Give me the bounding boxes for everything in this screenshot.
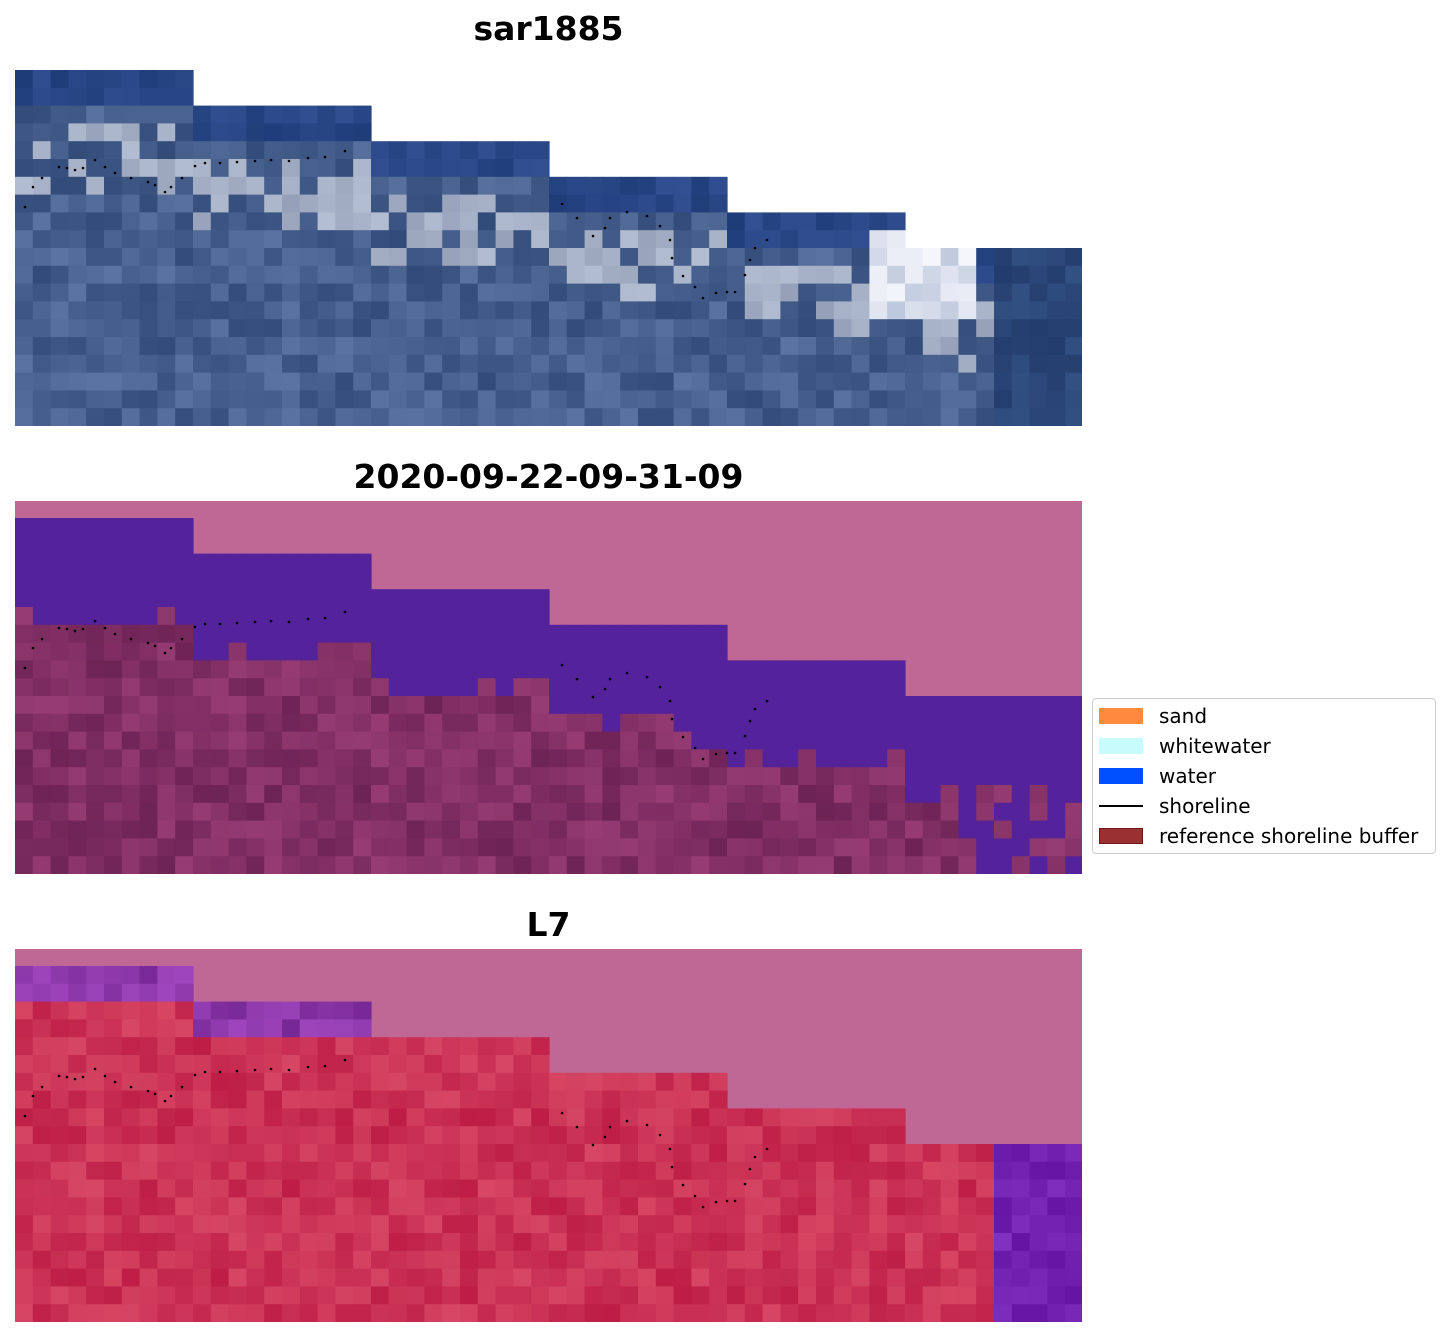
panel-title-3: L7 — [526, 905, 571, 944]
legend-label-water: water — [1159, 764, 1216, 788]
panel-title-1: sar1885 — [473, 9, 624, 48]
legend-item-water: water — [1099, 764, 1216, 788]
legend-label-sand: sand — [1159, 704, 1208, 728]
classified-image-panel — [15, 501, 1082, 874]
legend-item-whitewater: whitewater — [1099, 734, 1271, 758]
shoreline-line-swatch — [1099, 805, 1143, 807]
rgb-image — [15, 70, 1082, 426]
classified-image — [15, 501, 1082, 874]
legend-item-sand: sand — [1099, 704, 1207, 728]
legend-label-shoreline: shoreline — [1159, 794, 1251, 818]
panel-title-2: 2020-09-22-09-31-09 — [353, 457, 744, 496]
whitewater-swatch — [1099, 738, 1143, 754]
rgb-image-panel — [15, 70, 1082, 426]
water-swatch — [1099, 768, 1143, 784]
sand-swatch — [1099, 708, 1143, 724]
legend-label-whitewater: whitewater — [1159, 734, 1271, 758]
legend-item-shoreline: shoreline — [1099, 794, 1251, 818]
index-image — [15, 949, 1082, 1322]
legend-label-reference-buffer: reference shoreline buffer — [1159, 824, 1419, 848]
index-image-panel — [15, 949, 1082, 1322]
legend: sand whitewater water shoreline referenc… — [1092, 698, 1436, 854]
reference-buffer-swatch — [1099, 828, 1143, 844]
legend-item-reference-buffer: reference shoreline buffer — [1099, 824, 1418, 848]
